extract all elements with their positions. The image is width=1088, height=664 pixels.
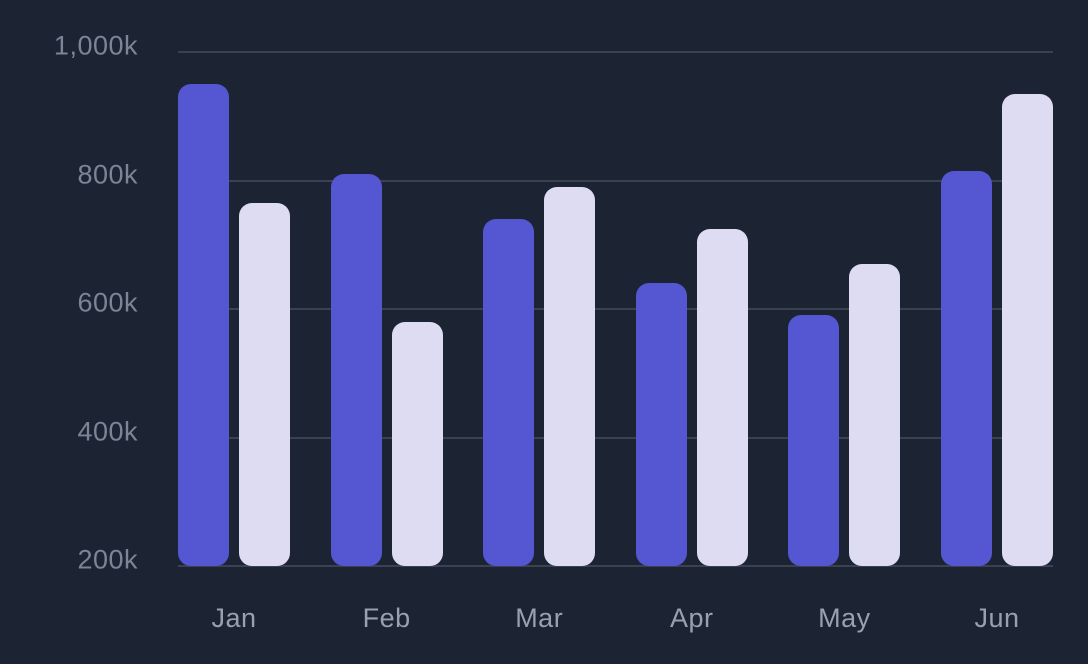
bar-jun-primary[interactable] — [940, 170, 992, 566]
bar-mar-secondary[interactable] — [544, 186, 596, 566]
bar-mar-primary[interactable] — [483, 219, 535, 566]
x-axis-label: Mar — [515, 603, 564, 633]
bar-feb-primary[interactable] — [330, 174, 382, 566]
x-axis-label: Feb — [362, 603, 411, 633]
bar-group-jan: Jan — [178, 52, 290, 633]
x-axis-label: Jan — [211, 603, 257, 633]
bar-apr-secondary[interactable] — [696, 228, 748, 566]
y-axis-tick-label: 400k — [77, 416, 138, 446]
y-axis-tick-label: 600k — [77, 287, 138, 318]
bar-jan-secondary[interactable] — [239, 203, 290, 566]
bar-group-may: May — [788, 52, 901, 633]
gridline — [178, 436, 1053, 439]
y-axis-tick-label: 800k — [77, 159, 138, 189]
bar-may-primary[interactable] — [788, 315, 840, 566]
gridline — [178, 179, 1053, 182]
bar-group-jun: Jun — [940, 52, 1053, 633]
y-axis-tick-label: 1,000k — [53, 30, 138, 61]
bar-apr-primary[interactable] — [635, 283, 687, 566]
gridline — [178, 51, 1053, 53]
x-axis-label: Jun — [974, 603, 1020, 633]
plot-area: Jan Feb Mar Apr May Jun — [178, 51, 1053, 633]
gridline — [178, 308, 1053, 310]
bar-group-mar: Mar — [483, 52, 596, 633]
bar-jun-secondary[interactable] — [1001, 93, 1053, 566]
gridline — [178, 565, 1053, 567]
bar-may-secondary[interactable] — [849, 264, 901, 566]
bar-group-apr: Apr — [635, 52, 748, 633]
y-axis: 1,000k 800k 600k 400k 200k — [0, 31, 138, 575]
bar-jan-primary[interactable] — [178, 84, 229, 566]
y-axis-tick-label: 200k — [77, 544, 138, 575]
x-axis-label: May — [818, 603, 871, 633]
bar-feb-secondary[interactable] — [391, 321, 443, 566]
bar-group-feb: Feb — [330, 52, 443, 633]
x-axis-label: Apr — [670, 603, 714, 633]
